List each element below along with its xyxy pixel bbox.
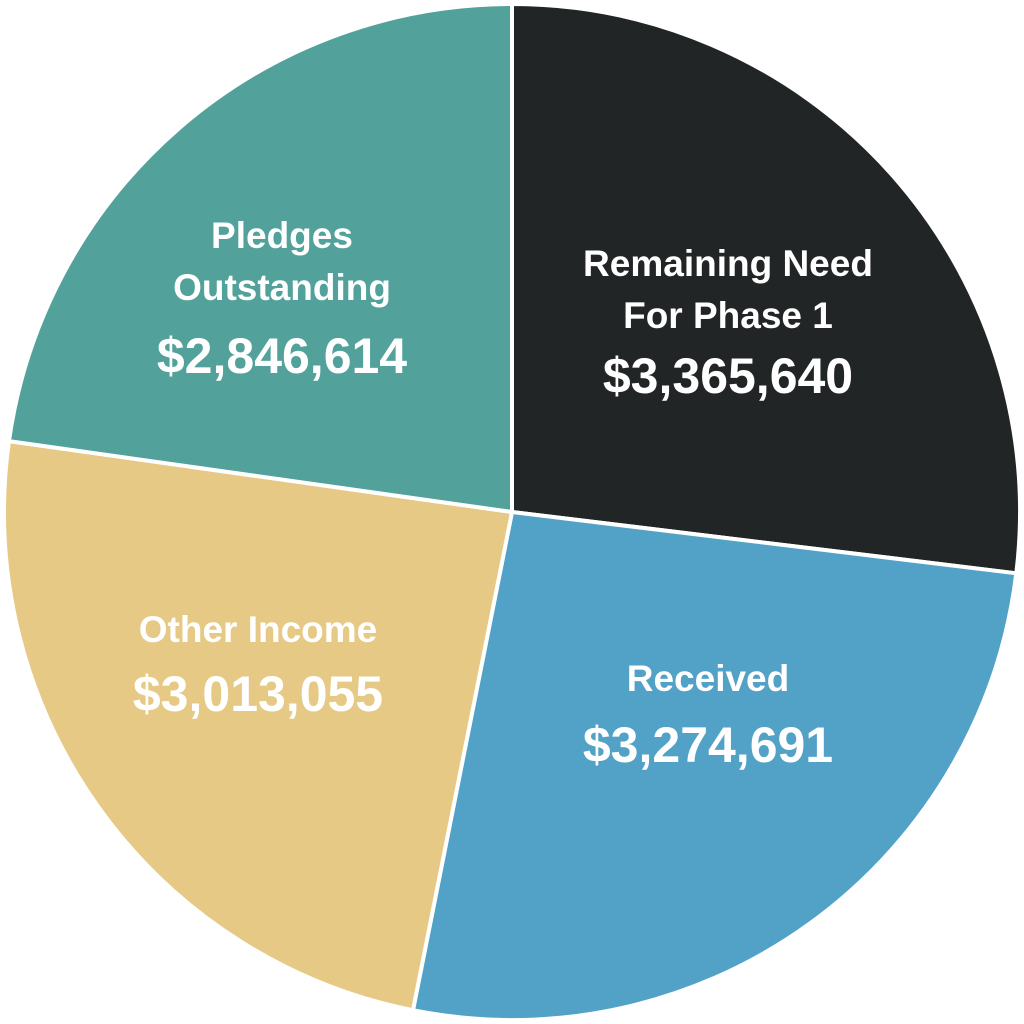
slice-value-2: $3,274,691 (583, 717, 833, 773)
slice-label-3-line-1: Other Income (139, 609, 378, 650)
slice-value-3: $3,013,055 (133, 666, 383, 722)
slice-value-1: $3,365,640 (603, 348, 853, 404)
pie-slice-1 (510, 2, 1022, 576)
pie-labels: Remaining Need For Phase 1 $3,365,640 Recei… (133, 215, 873, 773)
pie-slice-3 (2, 439, 514, 1013)
slice-label-4-line-1: Pledges (211, 215, 353, 256)
pie-slice-4 (6, 2, 514, 514)
slice-label-4-line-2: Outstanding (173, 267, 391, 308)
slice-value-4: $2,846,614 (157, 328, 407, 384)
slice-label-1-line-1: Remaining Need (583, 243, 873, 284)
pie-slice-2 (410, 510, 1019, 1022)
slice-label-2-line-1: Received (627, 658, 790, 699)
slice-label-1-line-2: For Phase 1 (623, 295, 833, 336)
